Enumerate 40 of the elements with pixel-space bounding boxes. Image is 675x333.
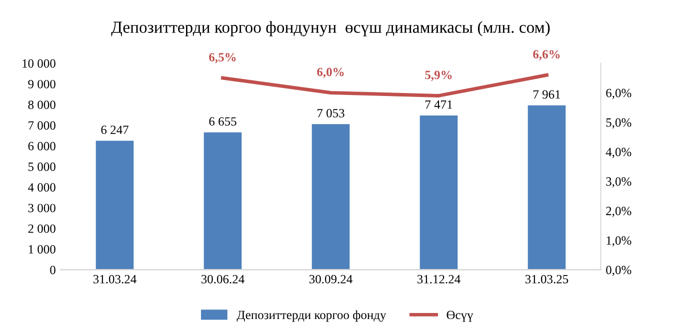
y-tick-label: 6 000	[28, 142, 56, 150]
x-tick-label: 30.06.24	[201, 274, 244, 284]
y-tick-label: 2 000	[28, 224, 56, 233]
data-label: 7 961	[534, 90, 560, 99]
y-tick-label: 5 000	[28, 162, 56, 171]
y-tick-label: 0	[50, 266, 56, 274]
x-tick-label: 31.03.25	[525, 274, 568, 284]
y2-tick-label: 6,0%	[606, 88, 632, 100]
data-label: 6,0%	[317, 68, 344, 78]
bar	[204, 132, 242, 270]
x-tick-label: 30.09.24	[309, 274, 352, 284]
y2-tick-label: 0,0%	[606, 266, 632, 276]
y2-tick-label: 1,0%	[606, 236, 632, 246]
bar	[96, 140, 134, 270]
y2-tick-label: 2,0%	[606, 206, 632, 217]
y-tick-label: 8 000	[28, 100, 56, 110]
data-label: 6 247	[101, 126, 128, 134]
legend-label: Өсүү	[446, 310, 474, 322]
y2-tick-label: 5,0%	[606, 118, 632, 129]
y-tick-label: 3 000	[28, 204, 56, 212]
y-tick-label: 10 000	[22, 59, 56, 68]
chart-title: Депозиттерди коргоо фондунун өсүш динамикасы (млн. сом)	[111, 21, 550, 36]
legend-label: Депозиттерди коргоо фонду	[236, 310, 386, 322]
data-label: 5,9%	[425, 70, 452, 81]
y-tick-label: 1 000	[28, 245, 56, 254]
bar	[528, 105, 566, 270]
data-label: 7 053	[318, 108, 344, 118]
bar	[312, 124, 350, 270]
x-tick-label: 31.03.24	[93, 274, 136, 284]
data-label: 6,5%	[209, 53, 236, 64]
y2-tick-label: 3,0%	[606, 177, 632, 188]
y-tick-label: 7 000	[28, 121, 56, 130]
data-label: 6 655	[209, 117, 236, 126]
y-tick-label: 9 000	[28, 80, 56, 88]
x-tick-label: 31.12.24	[417, 274, 460, 284]
data-label: 7 471	[426, 100, 452, 109]
data-label: 6,6%	[533, 50, 560, 60]
y-tick-label: 4 000	[28, 183, 56, 192]
y2-tick-label: 4,0%	[606, 148, 632, 158]
bar	[420, 115, 458, 270]
